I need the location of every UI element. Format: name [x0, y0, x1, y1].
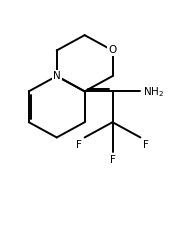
Text: F: F — [76, 140, 82, 150]
Text: F: F — [110, 155, 116, 165]
Text: N: N — [53, 71, 61, 81]
Text: F: F — [143, 140, 149, 150]
Text: O: O — [108, 45, 117, 55]
Text: NH$_2$: NH$_2$ — [143, 85, 164, 99]
